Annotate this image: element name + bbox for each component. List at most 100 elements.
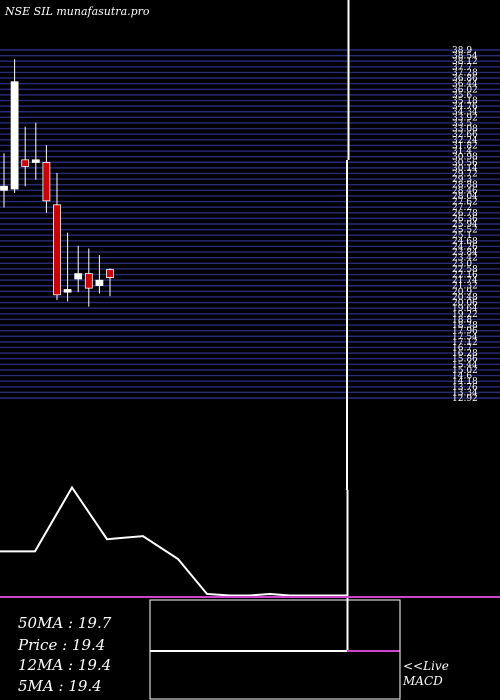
- y-tick-label: 23.42: [452, 254, 478, 264]
- y-tick-label: 22.16: [452, 271, 478, 281]
- y-tick-label: 18.38: [452, 321, 478, 331]
- candle-body: [84, 273, 93, 289]
- y-tick-label: 23.84: [452, 248, 478, 258]
- candle-body: [21, 159, 30, 167]
- y-tick-label: 30.98: [452, 153, 478, 163]
- y-tick-label: 17.54: [452, 332, 478, 342]
- y-tick-label: 13.76: [452, 383, 478, 393]
- y-tick-label: 27.2: [452, 203, 472, 213]
- candle-body: [0, 185, 8, 191]
- y-tick-label: 14.18: [452, 377, 478, 387]
- candle: [10, 59, 19, 193]
- macd-label-live: <<Live: [403, 659, 449, 673]
- y-tick-label: 19.22: [452, 310, 478, 320]
- y-tick-label: 31.4: [452, 147, 472, 157]
- candle-body: [31, 159, 40, 163]
- y-tick-label: 26.36: [452, 214, 478, 224]
- y-tick-label: 25.1: [452, 231, 472, 241]
- y-tick-label: 32.66: [452, 130, 478, 140]
- candle-body: [42, 162, 51, 202]
- y-tick-label: 38.54: [452, 52, 478, 62]
- candle: [42, 145, 51, 213]
- y-tick-label: 30.14: [452, 164, 478, 174]
- candle: [21, 126, 30, 187]
- candle-body: [10, 81, 19, 190]
- candle-body: [53, 204, 61, 296]
- y-tick-label: 23.0: [452, 259, 472, 269]
- y-tick-label: 21.32: [452, 282, 478, 292]
- y-axis-tick-labels: 38.938.5438.1237.737.2836.8636.4436.0235…: [452, 46, 478, 404]
- y-tick-label: 20.06: [452, 299, 478, 309]
- y-tick-label: 20.9: [452, 287, 472, 297]
- y-tick-label: 25.94: [452, 220, 478, 230]
- y-tick-label: 28.46: [452, 186, 478, 196]
- price-label: Price : 19.4: [17, 636, 105, 654]
- y-tick-label: 38.12: [452, 57, 478, 67]
- candle-body: [63, 289, 72, 293]
- y-tick-label: 28.04: [452, 192, 478, 202]
- y-tick-label: 15.44: [452, 360, 478, 370]
- y-tick-label: 20.48: [452, 293, 478, 303]
- y-tick-label: 36.86: [452, 74, 478, 84]
- price-grid: [0, 49, 500, 399]
- y-tick-label: 33.08: [452, 125, 478, 135]
- y-tick-label: 33.92: [452, 113, 478, 123]
- y-tick-label: 32.24: [452, 136, 478, 146]
- y-tick-label: 34.34: [452, 108, 478, 118]
- y-tick-label: 22.58: [452, 265, 478, 275]
- macd-label-macd: MACD: [402, 674, 443, 688]
- chart-title: NSE SIL munafasutra.pro: [4, 5, 150, 18]
- y-tick-label: 21.74: [452, 276, 478, 286]
- candle: [31, 122, 40, 180]
- y-tick-label: 35.18: [452, 97, 478, 107]
- y-tick-label: 25.52: [452, 226, 478, 236]
- y-tick-label: 26.78: [452, 209, 478, 219]
- cursor-line: [346, 0, 350, 650]
- y-tick-label: 18.8: [452, 315, 472, 325]
- y-tick-label: 29.3: [452, 175, 472, 185]
- y-tick-label: 28.88: [452, 181, 478, 191]
- y-tick-label: 37.7: [452, 63, 472, 73]
- y-tick-label: 38.9: [452, 46, 472, 56]
- y-tick-label: 24.26: [452, 242, 478, 252]
- y-tick-label: 31.82: [452, 141, 478, 151]
- y-tick-label: 37.28: [452, 68, 478, 78]
- y-tick-label: 17.96: [452, 327, 478, 337]
- candle: [0, 153, 8, 208]
- y-tick-label: 12.92: [452, 394, 478, 404]
- candle-body: [106, 269, 114, 278]
- y-tick-label: 14.6: [452, 372, 472, 382]
- y-tick-label: 29.72: [452, 169, 478, 179]
- y-tick-label: 36.02: [452, 85, 478, 95]
- ma50-label: 50MA : 19.7: [18, 614, 112, 632]
- y-tick-label: 15.86: [452, 355, 478, 365]
- y-tick-label: 34.76: [452, 102, 478, 112]
- ma12-label: 12MA : 19.4: [18, 656, 111, 674]
- y-tick-label: 24.68: [452, 237, 478, 247]
- y-tick-label: 13.34: [452, 388, 478, 398]
- y-tick-label: 17.12: [452, 338, 478, 348]
- y-tick-label: 36.44: [452, 80, 478, 90]
- candle: [95, 255, 104, 294]
- macd-panel: <<Live MACD: [149, 599, 449, 700]
- candle: [53, 173, 61, 301]
- volume-oscillator-line: [0, 485, 347, 597]
- y-tick-label: 16.28: [452, 349, 478, 359]
- candle: [63, 232, 72, 302]
- y-tick-label: 19.64: [452, 304, 478, 314]
- y-tick-label: 33.5: [452, 119, 472, 129]
- candle-body: [74, 273, 83, 280]
- candlestick-series: [0, 59, 114, 307]
- ma5-label: 5MA : 19.4: [18, 677, 102, 695]
- candle: [84, 248, 93, 307]
- y-tick-label: 35.6: [452, 91, 472, 101]
- candle-body: [95, 279, 104, 286]
- y-tick-label: 30.56: [452, 158, 478, 168]
- y-tick-label: 27.62: [452, 198, 478, 208]
- ma-values-panel: 50MA : 19.7 Price : 19.4 12MA : 19.4 5MA…: [17, 614, 112, 695]
- y-tick-label: 15.02: [452, 366, 478, 376]
- candle: [106, 268, 114, 297]
- y-tick-label: 16.7: [452, 343, 472, 353]
- candle: [74, 245, 83, 293]
